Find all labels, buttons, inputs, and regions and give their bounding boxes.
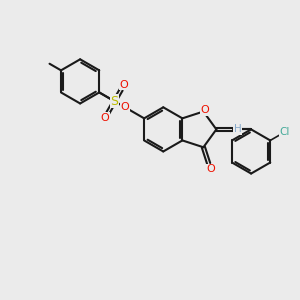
Text: O: O <box>200 105 209 115</box>
Text: O: O <box>120 102 129 112</box>
Text: O: O <box>206 164 215 174</box>
Text: O: O <box>120 80 128 90</box>
Text: O: O <box>100 113 109 123</box>
Text: H: H <box>234 124 242 134</box>
Text: Cl: Cl <box>279 127 290 137</box>
Text: S: S <box>111 95 119 108</box>
